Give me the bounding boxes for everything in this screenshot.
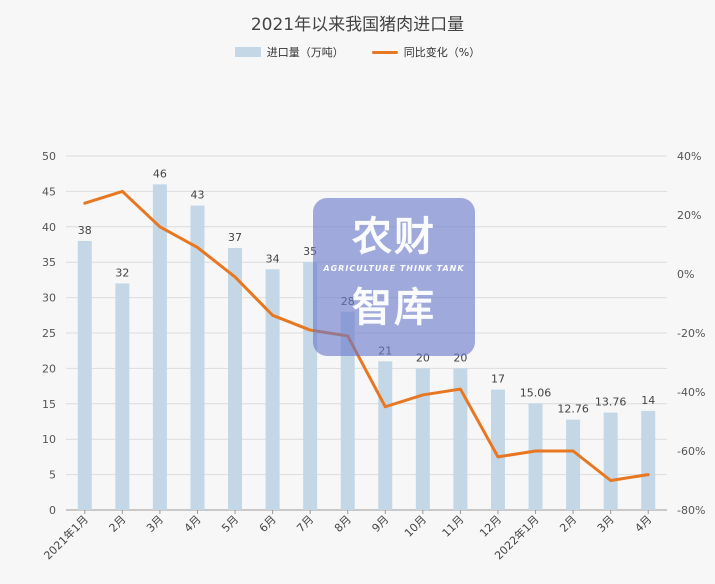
bar [190, 205, 205, 510]
y-tick-label: 30 [42, 292, 56, 305]
x-tick-label: 12月 [477, 513, 504, 540]
y-tick-label: 0 [49, 504, 56, 517]
y-tick-label: 15 [42, 398, 56, 411]
watermark-line2: 智库 [352, 285, 436, 331]
bar [340, 311, 355, 510]
bar-value-label: 34 [266, 252, 280, 265]
legend-item-line[interactable]: 同比变化（%） [371, 44, 481, 60]
bar-value-label: 46 [153, 167, 167, 180]
series-line-yoy [83, 189, 650, 482]
y-tick-label: 40 [42, 221, 56, 234]
y-tick-label: 50 [42, 150, 56, 163]
x-tick-label: 10月 [402, 513, 429, 540]
bar [115, 283, 130, 510]
bar-value-label: 12.76 [557, 403, 589, 416]
x-tick-label: 5月 [219, 513, 241, 535]
watermark-logo: 农财 AGRICULTURE THINK TANK 智库 [313, 198, 475, 356]
x-tick-label: 11月 [440, 513, 467, 540]
y2-tick-label: 40% [677, 150, 701, 163]
legend-swatch-line [371, 50, 398, 54]
y-tick-label: 35 [42, 256, 56, 269]
y-tick-label: 45 [42, 185, 56, 198]
bar [77, 240, 92, 510]
bar-value-label: 15.06 [520, 386, 552, 399]
y2-tick-label: -40% [677, 386, 705, 399]
bar-value-label: 43 [190, 189, 204, 202]
bar-value-label: 38 [78, 224, 92, 237]
bar [490, 389, 505, 510]
legend: 进口量（万吨） 同比变化（%） [0, 44, 715, 60]
x-tick-label: 7月 [294, 513, 316, 535]
bar [152, 184, 167, 510]
y-tick-label: 20 [42, 362, 56, 375]
y-tick-label: 5 [49, 469, 56, 482]
bar [566, 419, 581, 510]
y-tick-label: 25 [42, 327, 56, 340]
y2-tick-label: 0% [677, 268, 694, 281]
bar-value-label: 37 [228, 231, 242, 244]
y2-tick-label: 20% [677, 209, 701, 222]
watermark-subtitle: AGRICULTURE THINK TANK [323, 264, 465, 273]
chart-title: 2021年以来我国猪肉进口量 [250, 15, 465, 35]
bar-value-label: 32 [115, 266, 129, 279]
bar [641, 410, 656, 510]
x-tick-label: 2月 [557, 513, 579, 535]
x-tick-label: 3月 [144, 513, 166, 535]
y2-tick-label: -80% [677, 504, 705, 517]
y2-tick-label: -60% [677, 445, 705, 458]
bar [378, 361, 393, 510]
bar [453, 368, 468, 510]
x-tick-label: 3月 [595, 513, 617, 535]
bar-value-label: 13.76 [595, 396, 627, 409]
legend-label-bar: 进口量（万吨） [266, 46, 344, 59]
x-tick-label: 2021年1月 [41, 512, 91, 562]
bar [265, 269, 280, 510]
bar [228, 248, 243, 511]
legend-item-bar[interactable]: 进口量（万吨） [234, 44, 344, 60]
y-tick-label: 10 [42, 433, 56, 446]
x-tick-label: 8月 [332, 513, 354, 535]
y2-tick-label: -20% [677, 327, 705, 340]
bar [528, 403, 543, 510]
bar-value-label: 14 [641, 394, 655, 407]
x-tick-label: 4月 [182, 513, 204, 535]
bar [603, 412, 618, 510]
legend-swatch-bar [234, 47, 261, 57]
legend-label-line: 同比变化（%） [403, 46, 481, 59]
bar-value-label: 17 [491, 373, 505, 386]
x-tick-label: 4月 [632, 513, 654, 535]
bar [415, 368, 430, 510]
watermark-line1: 农财 [352, 214, 436, 260]
x-tick-label: 6月 [257, 513, 279, 535]
x-tick-label: 2月 [107, 513, 129, 535]
x-tick-label: 9月 [369, 513, 391, 535]
